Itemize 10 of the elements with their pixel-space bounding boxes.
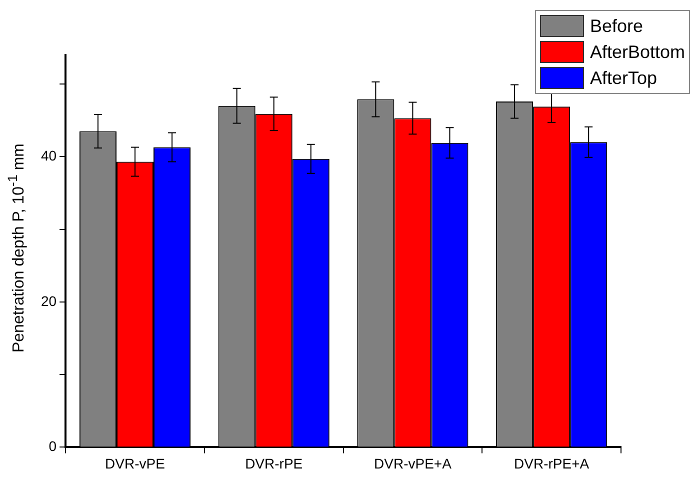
x-tick-label: DVR-rPE+A <box>514 455 590 472</box>
y-tick-label: 0 <box>48 438 57 454</box>
x-tick-label: DVR-vPE+A <box>374 455 452 472</box>
y-tick-label: 40 <box>40 148 57 164</box>
x-tick-label: DVR-rPE <box>245 455 303 472</box>
legend-label: AfterBottom <box>590 42 685 62</box>
x-tick-label: DVR-vPE <box>105 455 165 472</box>
legend-label: Before <box>590 16 643 36</box>
y-tick-label: 20 <box>40 292 57 309</box>
legend-label: AfterTop <box>590 68 657 88</box>
